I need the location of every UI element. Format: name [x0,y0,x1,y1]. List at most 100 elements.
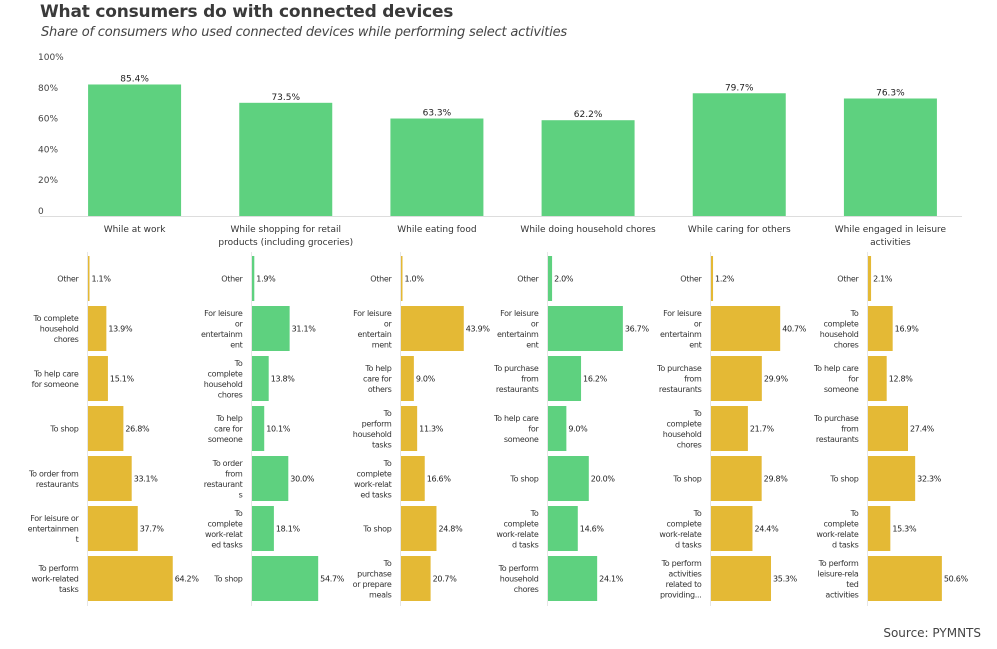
bar [252,406,265,451]
bar [868,406,909,451]
data-label: 33.1% [134,475,159,484]
bar [239,102,333,216]
category-label: To complete household chores [32,314,78,344]
data-label: 15.3% [892,525,917,534]
category-label: To complete household chores [820,309,859,350]
bar [252,556,319,601]
category-label: Other [221,275,243,284]
bar [548,456,589,501]
data-label: 85.4% [120,74,149,84]
bar [401,406,418,451]
data-label: 79.7% [725,83,754,93]
y-tick-label: 20% [38,176,58,186]
category-label: To shop [362,525,391,534]
category-label: Other [517,275,539,284]
data-label: 16.2% [583,375,608,384]
bar [868,256,872,301]
bar [868,456,916,501]
category-label: To help care for someone [813,364,860,394]
bar [711,456,762,501]
category-label: To perform leisure-rela ted activities [817,559,859,600]
bar [252,306,290,351]
chart-title: What consumers do with connected devices [40,2,454,22]
bar [88,356,108,401]
x-tick-label: While caring for others [688,225,791,235]
bar [401,506,437,551]
bar [548,506,578,551]
bar [401,456,425,501]
data-label: 12.8% [889,375,914,384]
y-tick-label: 60% [38,115,58,125]
bar [88,306,107,351]
data-label: 11.3% [419,425,444,434]
bar [401,306,464,351]
data-label: 10.1% [266,425,291,434]
data-label: 15.1% [110,375,135,384]
bar [252,356,269,401]
bar [88,556,173,601]
source-note: Source: PYMNTS [883,626,981,640]
category-label: To shop [213,575,242,584]
data-label: 13.8% [271,375,296,384]
category-label: To purchase from restaurants [493,364,539,394]
category-label: To perform household chores [498,564,539,594]
data-label: 29.8% [764,475,789,484]
bar [252,256,255,301]
bar [711,356,762,401]
data-label: 24.8% [438,525,463,534]
category-label: To shop [672,475,701,484]
bar [868,306,893,351]
breakdown-panel: 1.1% Other 13.9% To complete household chores… [28,252,200,606]
category-label: To perform household tasks [353,409,392,450]
category-label: To help care for others [363,364,392,394]
breakdown-panel: 2.1% Other 16.9% To complete household chores 1… [813,252,969,606]
data-label: 29.9% [764,375,789,384]
bar [711,256,714,301]
category-label: To purchase or prepare meals [353,559,392,600]
category-label: To complete household chores [663,409,702,450]
bar [252,456,289,501]
data-label: 30.0% [290,475,315,484]
data-label: 64.2% [175,575,200,584]
data-label: 32.3% [917,475,942,484]
data-label: 1.0% [405,275,425,284]
data-label: 16.9% [895,325,920,334]
y-tick-label: 80% [38,84,58,94]
category-label: To order from restaurant s [204,459,244,500]
category-label: Other [680,275,702,284]
bar [401,556,431,601]
bar [548,406,567,451]
data-label: 13.9% [108,325,133,334]
category-label: To shop [509,475,538,484]
data-label: 14.6% [580,525,605,534]
x-tick-label: While engaged in leisure activities [835,225,947,248]
data-label: 1.2% [715,275,735,284]
bar [401,356,414,401]
y-tick-label: 100% [38,53,64,63]
data-label: 27.4% [910,425,935,434]
data-label: 9.0% [416,375,436,384]
breakdown-panel: 1.9% Other 31.1% For leisure or entertainm ent… [201,252,345,606]
data-label: 20.0% [591,475,616,484]
data-label: 35.3% [773,575,798,584]
category-label: Other [57,275,79,284]
category-label: To shop [49,425,78,434]
bar [868,356,887,401]
category-label: To perform activities related to providing.… [660,559,702,600]
bar [252,506,274,551]
data-label: 40.7% [782,325,807,334]
data-label: 1.9% [256,275,276,284]
data-label: 73.5% [271,93,300,103]
bar [548,556,598,601]
data-label: 26.8% [125,425,150,434]
bar [711,506,753,551]
category-label: Other [837,275,859,284]
category-label: To purchase from restaurants [813,414,859,444]
y-tick-label: 0 [38,207,44,217]
data-label: 9.0% [568,425,588,434]
breakdown-bar-charts: 1.1% Other 13.9% To complete household chores… [28,252,969,606]
category-label: To complete household chores [204,359,243,400]
data-label: 1.1% [92,275,112,284]
